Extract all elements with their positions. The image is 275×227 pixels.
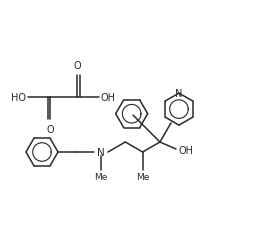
Text: Me: Me	[136, 172, 149, 181]
Text: HO: HO	[11, 93, 26, 103]
Text: N: N	[97, 147, 105, 157]
Text: O: O	[46, 124, 54, 134]
Text: OH: OH	[179, 145, 194, 155]
Text: OH: OH	[101, 93, 116, 103]
Text: O: O	[73, 61, 81, 71]
Text: N: N	[175, 89, 183, 99]
Text: Me: Me	[94, 172, 108, 181]
